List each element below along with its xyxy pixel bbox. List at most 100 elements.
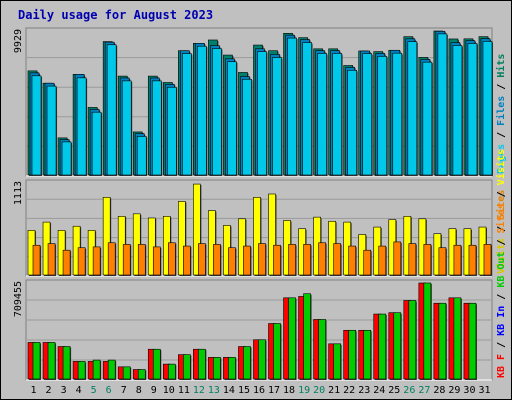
- x-tick-label: 24: [373, 385, 385, 396]
- panel-kbytes: 709455 KB F / KB In / KB Out / Sites / Vi…: [13, 149, 507, 381]
- legend-entry: Pages: [496, 144, 507, 174]
- legend-entry: /: [496, 220, 507, 238]
- bar-hits-pages: [197, 45, 207, 176]
- x-tick-label: 26: [403, 385, 415, 396]
- bar-visits-sites: [198, 243, 206, 276]
- x-tick-label: 22: [343, 385, 355, 396]
- panel-hits: 9929 Pages / Files / Hits: [13, 27, 507, 177]
- chart-title: Daily usage for August 2023: [18, 8, 213, 22]
- legend-entry: KB Out: [496, 252, 507, 288]
- legend-entry: Sites: [495, 190, 507, 220]
- bar-visits-sites: [32, 244, 41, 276]
- x-tick-label: 14: [223, 385, 235, 396]
- x-tick-label: 12: [193, 385, 205, 396]
- legend-entry: /: [496, 185, 507, 203]
- bar-hits-pages: [467, 43, 478, 176]
- bar-hits-pages: [257, 51, 267, 176]
- bar-kbytes-kb-out: [32, 342, 41, 380]
- bar-visits-visits: [268, 193, 276, 276]
- x-tick-label: 10: [163, 385, 175, 396]
- bar-kbytes-kb-out: [318, 319, 326, 380]
- bar-visits-sites: [363, 249, 372, 276]
- x-tick-label: 28: [433, 385, 445, 396]
- bar-kbytes-kb-out: [137, 369, 146, 380]
- bar-visits-sites: [273, 244, 281, 276]
- bar-visits-sites: [333, 243, 341, 276]
- bar-visits-sites: [288, 244, 296, 276]
- legend-entry: Visits: [495, 149, 507, 185]
- bar-hits-pages: [182, 53, 192, 176]
- x-tick-label: 6: [106, 385, 112, 396]
- panel-hits-ymax-label: 9929: [13, 29, 24, 53]
- bar-kbytes-kb-out: [243, 346, 251, 380]
- bar-visits-visits: [178, 201, 186, 276]
- bar-hits-pages: [362, 53, 373, 176]
- legend-entry: Hits: [495, 54, 507, 78]
- bar-kbytes-kb-out: [423, 282, 432, 380]
- bar-hits-pages: [407, 41, 418, 176]
- x-tick-label: 13: [208, 385, 220, 396]
- bar-hits-pages: [227, 61, 237, 176]
- x-tick-label: 31: [478, 385, 490, 396]
- bar-visits-sites: [183, 245, 191, 276]
- bar-kbytes-kb-out: [363, 329, 372, 380]
- bar-visits-visits: [147, 217, 156, 276]
- legend-entry: Visits: [495, 238, 507, 274]
- bar-kbytes-kb-out: [107, 359, 116, 380]
- legend-entry: /: [496, 288, 507, 306]
- bar-kbytes-kb-out: [393, 312, 402, 380]
- x-tick-label: 19: [298, 385, 310, 396]
- x-tick-label: 30: [463, 385, 475, 396]
- x-tick-label: 17: [268, 385, 280, 396]
- legend-entry: Sites: [495, 203, 507, 233]
- bar-visits-sites: [228, 247, 236, 276]
- bar-visits-sites: [468, 244, 477, 276]
- bar-kbytes-kb-out: [122, 366, 131, 380]
- bar-kbytes-kb-out: [92, 359, 101, 380]
- bar-visits-sites: [62, 249, 71, 276]
- bar-visits-sites: [258, 243, 266, 276]
- bar-visits-sites: [423, 244, 432, 276]
- bar-hits-pages: [242, 78, 252, 176]
- panel-visits-legend: Visits / Sites: [495, 190, 507, 274]
- panels-layer: 9929 Pages / Files / Hits 1113 Visits / Sit…: [13, 27, 507, 381]
- bar-visits-sites: [318, 242, 326, 276]
- bar-kbytes-kb-out: [438, 302, 447, 380]
- x-tick-label: 11: [178, 385, 190, 396]
- bar-visits-sites: [152, 246, 161, 276]
- bar-hits-pages: [121, 80, 132, 176]
- bar-hits-pages: [377, 56, 388, 176]
- bar-visits-sites: [438, 247, 447, 276]
- bar-hits-pages: [347, 69, 358, 176]
- legend-entry: /: [496, 336, 507, 354]
- x-tick-label: 29: [448, 385, 460, 396]
- panel-kbytes-ymax-label: 709455: [13, 281, 24, 317]
- x-axis-labels: 1 2 3 4 5 6 7 8 9 10 11 12 13 14 15 16 17 18 19 20 21 22 23 24 2…: [31, 385, 491, 396]
- bar-hits-pages: [332, 53, 342, 176]
- x-tick-label: 21: [328, 385, 340, 396]
- x-tick-label: 25: [388, 385, 400, 396]
- bar-hits-pages: [272, 57, 282, 176]
- bar-visits-sites: [213, 244, 221, 276]
- bar-hits-pages: [166, 86, 177, 176]
- x-tick-label: 9: [151, 385, 157, 396]
- bar-visits-sites: [408, 243, 417, 276]
- bar-kbytes-kb-out: [167, 363, 176, 380]
- bar-hits-pages: [452, 45, 463, 176]
- bar-visits-sites: [167, 242, 176, 276]
- x-tick-label: 18: [283, 385, 295, 396]
- bar-visits-visits: [193, 183, 201, 276]
- bar-hits-pages: [106, 44, 117, 176]
- x-tick-label: 1: [31, 385, 37, 396]
- bar-hits-pages: [482, 41, 493, 176]
- bar-hits-pages: [136, 136, 147, 176]
- bar-visits-sites: [77, 247, 86, 276]
- bar-kbytes-kb-out: [378, 313, 387, 380]
- bar-hits-pages: [422, 61, 433, 176]
- legend-entry: KB In: [496, 306, 507, 336]
- x-tick-label: 7: [121, 385, 127, 396]
- x-tick-label: 27: [418, 385, 430, 396]
- bar-visits-sites: [483, 244, 492, 276]
